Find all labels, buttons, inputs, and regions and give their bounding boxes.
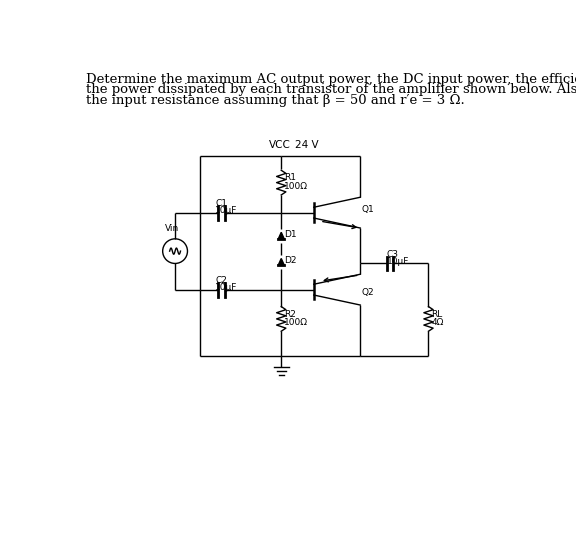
Text: D2: D2 — [285, 256, 297, 265]
Text: R1: R1 — [285, 173, 296, 183]
Text: the power dissipated by each transistor of the amplifier shown below. Also, dete: the power dissipated by each transistor … — [86, 83, 576, 96]
Text: Determine the maximum AC output power, the DC input power, the efficiency, and: Determine the maximum AC output power, t… — [86, 72, 576, 85]
Polygon shape — [278, 259, 285, 265]
Text: R2: R2 — [285, 310, 296, 319]
Text: C2: C2 — [215, 276, 228, 285]
Polygon shape — [278, 232, 285, 239]
Text: 10μF: 10μF — [215, 283, 238, 292]
Text: 10μF: 10μF — [386, 256, 409, 266]
Text: C3: C3 — [386, 249, 399, 259]
Text: Vin: Vin — [165, 224, 179, 233]
Text: 24 V: 24 V — [295, 139, 319, 150]
Text: 100Ω: 100Ω — [285, 182, 308, 191]
Text: 4Ω: 4Ω — [431, 318, 444, 327]
Text: VCC: VCC — [269, 139, 291, 150]
Text: Q1: Q1 — [362, 205, 374, 214]
Text: Q2: Q2 — [362, 288, 374, 297]
Text: the input resistance assuming that β = 50 and r′e = 3 Ω.: the input resistance assuming that β = 5… — [86, 94, 465, 107]
Text: 10μF: 10μF — [215, 206, 238, 215]
Text: C1: C1 — [215, 199, 228, 208]
Text: 100Ω: 100Ω — [285, 318, 308, 327]
Text: D1: D1 — [285, 230, 297, 239]
Text: RL: RL — [431, 310, 443, 319]
